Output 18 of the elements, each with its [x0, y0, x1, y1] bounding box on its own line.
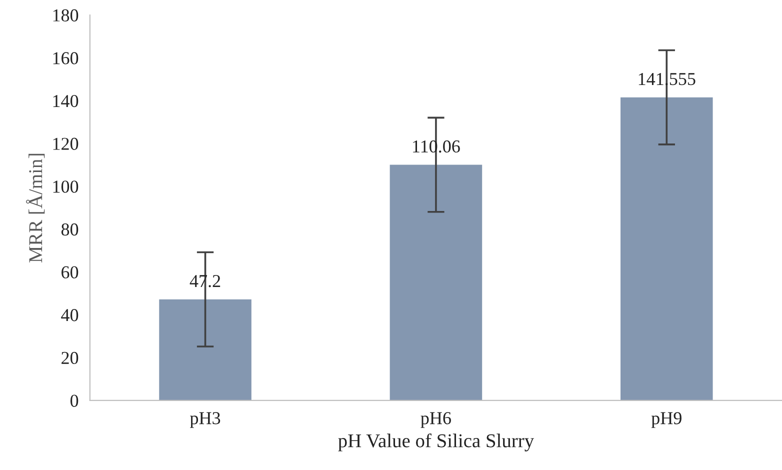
x-tick-label: pH3	[190, 412, 220, 428]
bar	[390, 164, 482, 400]
x-tick-label: pH9	[651, 412, 682, 428]
y-axis-title: MRR [Å/min]	[26, 154, 45, 263]
bar	[620, 97, 713, 400]
y-tick-label: 0	[70, 394, 78, 407]
y-tick-label: 20	[62, 352, 78, 364]
y-tick-label: 40	[61, 309, 78, 322]
y-tick-label: 120	[53, 138, 78, 150]
y-tick-label: 100	[53, 180, 78, 193]
x-tick-label: pH6	[420, 412, 451, 428]
y-tick-label: 140	[53, 94, 78, 108]
y-tick-label: 60	[62, 266, 78, 278]
y-tick-label: 180	[53, 9, 78, 22]
bar	[159, 299, 252, 400]
x-axis-title: pH Value of Silica Slurry	[338, 433, 534, 452]
y-tick-label: 80	[61, 223, 78, 236]
y-tick-label: 160	[53, 52, 78, 64]
